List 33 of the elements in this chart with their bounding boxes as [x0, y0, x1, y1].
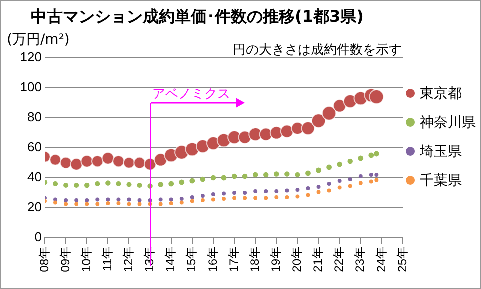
y-axis-title: (万円/m²) — [7, 31, 70, 49]
x-tick-label: 23年 — [353, 247, 368, 272]
x-tick-label: 20年 — [290, 247, 304, 272]
x-tick-label: 18年 — [248, 247, 262, 272]
legend-label: 千葉県 — [420, 172, 462, 190]
chart-title: 中古マンション成約単価･件数の推移(1都3県) — [31, 7, 364, 28]
x-tick-label: 13年 — [142, 247, 157, 272]
y-tick-label: 80 — [28, 110, 42, 125]
x-tick-label: 15年 — [184, 247, 199, 272]
y-tick-label: 40 — [28, 170, 42, 185]
legend-label: 神奈川県 — [420, 114, 476, 132]
y-tick-label: 100 — [20, 80, 42, 95]
y-tick-label: 120 — [20, 50, 42, 65]
x-tick-label: 21年 — [311, 247, 326, 272]
x-tick-label: 14年 — [164, 247, 178, 272]
x-tick-label: 17年 — [226, 247, 241, 272]
chart-subtitle: 円の大きさは成約件数を示す — [233, 42, 402, 59]
y-tick-label: 60 — [28, 140, 42, 155]
x-tick-label: 24年 — [374, 247, 388, 272]
x-tick-label: 25年 — [395, 247, 410, 272]
y-tick-label: 0 — [34, 230, 42, 245]
x-tick-label: 09年 — [58, 247, 72, 272]
x-tick-label: 16年 — [206, 247, 220, 272]
legend-label: 埼玉県 — [420, 142, 462, 160]
x-tick-label: 12年 — [122, 247, 136, 272]
x-tick-label: 11年 — [100, 247, 114, 272]
y-tick-label: 20 — [28, 200, 42, 215]
ref-line-label: アベノミクス — [152, 86, 230, 102]
x-tick-label: 19年 — [268, 247, 283, 272]
x-tick-label: 22年 — [332, 247, 346, 272]
x-tick-label: 08年 — [37, 247, 52, 272]
x-tick-label: 10年 — [79, 247, 94, 272]
legend-label: 東京都 — [420, 84, 462, 102]
